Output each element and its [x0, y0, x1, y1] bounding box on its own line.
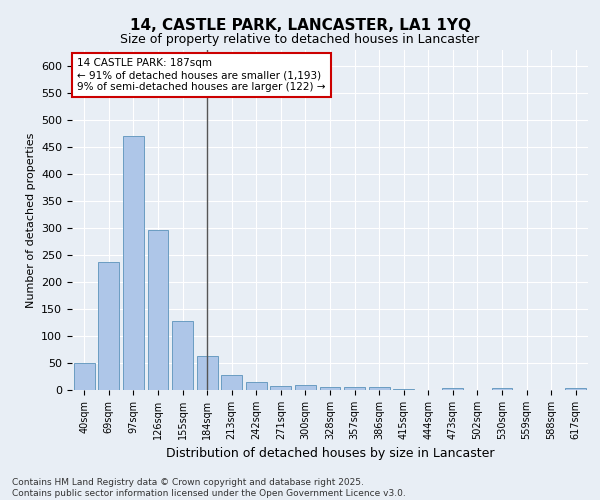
Text: Size of property relative to detached houses in Lancaster: Size of property relative to detached ho… — [121, 32, 479, 46]
Bar — [491, 388, 512, 390]
Bar — [172, 321, 193, 390]
Bar — [442, 388, 463, 390]
Text: 14, CASTLE PARK, LANCASTER, LA1 1YQ: 14, CASTLE PARK, LANCASTER, LA1 1YQ — [130, 18, 470, 32]
Bar — [197, 356, 218, 390]
Bar — [368, 388, 389, 390]
Bar — [148, 230, 169, 390]
Text: Contains HM Land Registry data © Crown copyright and database right 2025.
Contai: Contains HM Land Registry data © Crown c… — [12, 478, 406, 498]
Bar — [123, 136, 144, 390]
Bar — [246, 382, 267, 390]
Bar — [221, 376, 242, 390]
Text: 14 CASTLE PARK: 187sqm
← 91% of detached houses are smaller (1,193)
9% of semi-d: 14 CASTLE PARK: 187sqm ← 91% of detached… — [77, 58, 326, 92]
Bar — [565, 388, 586, 390]
Bar — [344, 387, 365, 390]
Y-axis label: Number of detached properties: Number of detached properties — [26, 132, 35, 308]
Bar — [74, 363, 95, 390]
Bar — [98, 262, 119, 390]
X-axis label: Distribution of detached houses by size in Lancaster: Distribution of detached houses by size … — [166, 448, 494, 460]
Bar — [295, 384, 316, 390]
Bar — [271, 386, 292, 390]
Bar — [320, 387, 340, 390]
